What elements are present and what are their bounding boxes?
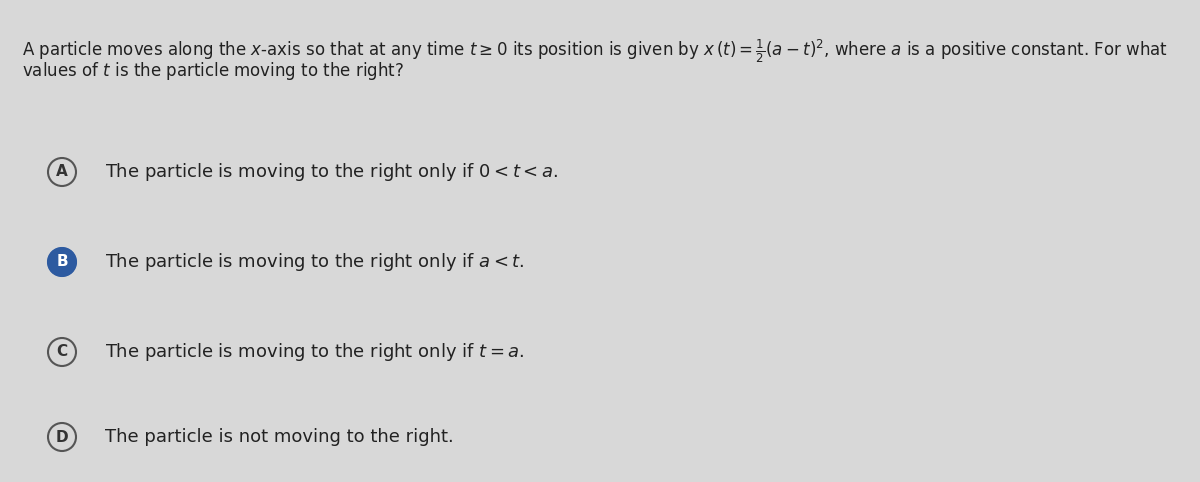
Circle shape [48,338,76,366]
Text: The particle is moving to the right only if $t = a$.: The particle is moving to the right only… [106,341,524,363]
Circle shape [48,423,76,451]
Text: B: B [56,254,68,269]
Text: The particle is not moving to the right.: The particle is not moving to the right. [106,428,454,446]
Text: values of $t$ is the particle moving to the right?: values of $t$ is the particle moving to … [22,60,404,82]
Text: A particle moves along the $x$-axis so that at any time $t \geq 0$ its position : A particle moves along the $x$-axis so t… [22,38,1168,66]
Circle shape [48,248,76,276]
Text: The particle is moving to the right only if $a < t$.: The particle is moving to the right only… [106,251,524,273]
Text: C: C [56,345,67,360]
Text: D: D [55,429,68,444]
Text: The particle is moving to the right only if $0 < t < a$.: The particle is moving to the right only… [106,161,558,183]
Circle shape [48,158,76,186]
Text: A: A [56,164,68,179]
